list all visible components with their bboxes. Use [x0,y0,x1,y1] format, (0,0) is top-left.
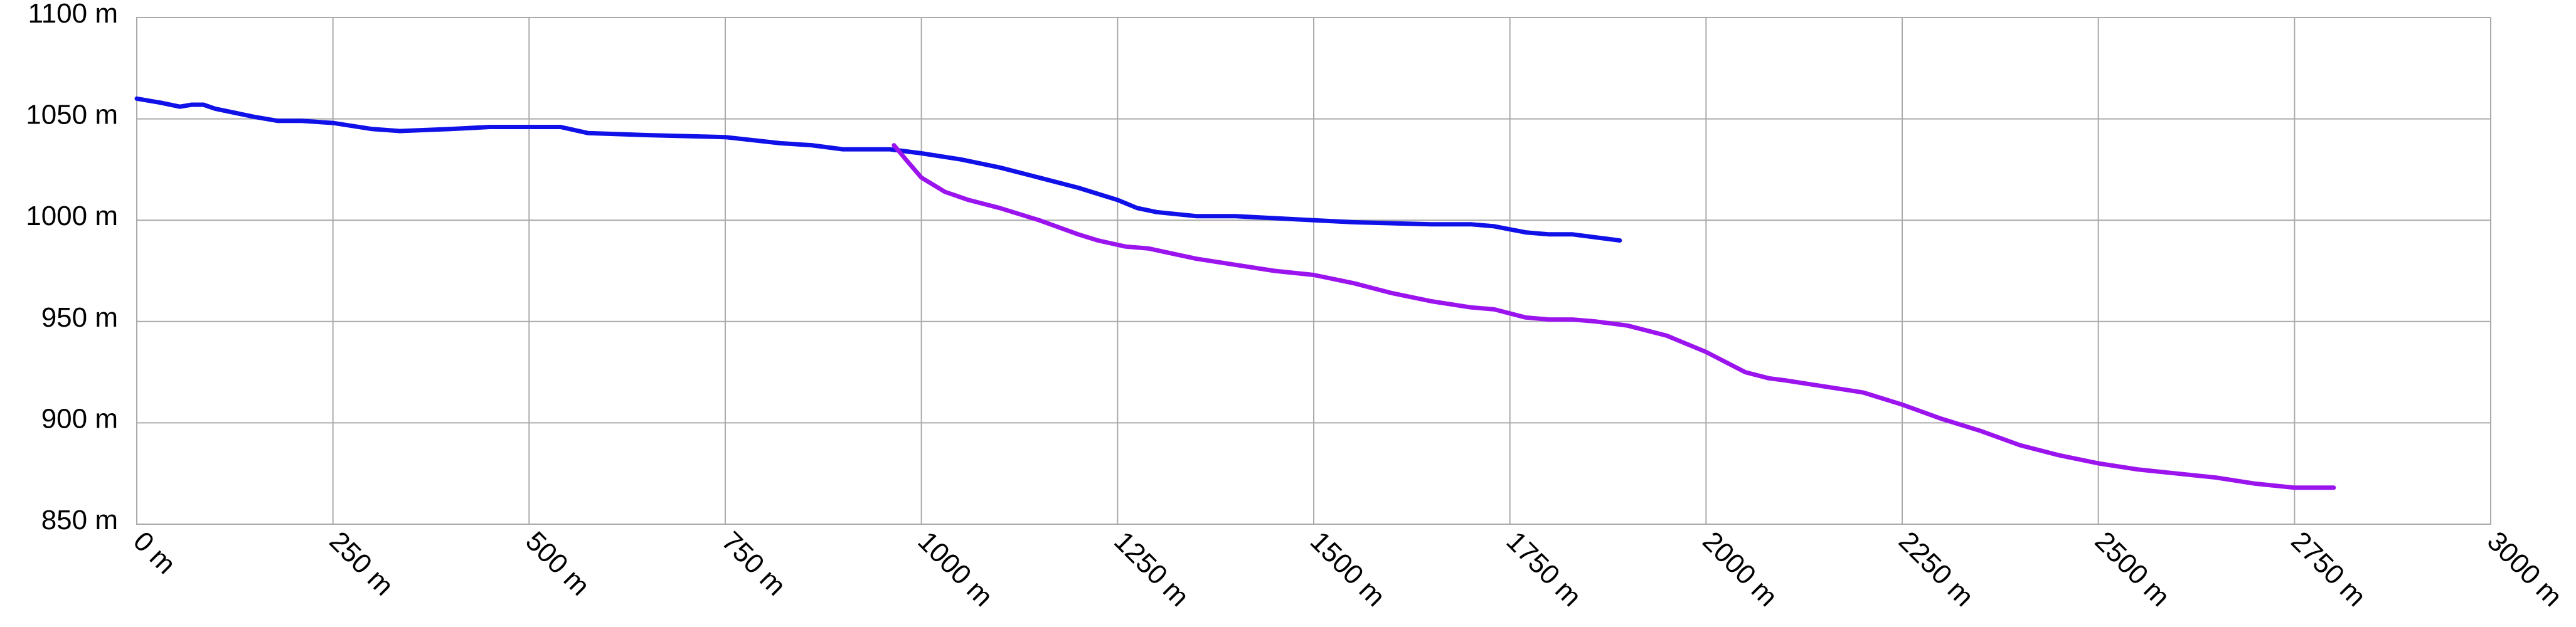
series-line-1 [134,96,1622,243]
x-tick-label: 3000 m [2481,525,2568,612]
y-tick-label: 1100 m [28,0,119,29]
y-tick-label: 950 m [41,302,118,333]
x-tick-label: 1500 m [1304,525,1391,612]
x-tick-label: 750 m [716,525,792,601]
y-tick-label: 1050 m [26,100,118,130]
x-tick-label: 250 m [324,525,400,601]
x-tick-label: 1750 m [1501,525,1587,612]
x-axis-tick-labels: 0 m 250 m 500 m 750 m 1000 m 1250 m 1500 m 1750… [127,525,2568,612]
x-tick-label: 2750 m [2285,525,2371,612]
y-tick-label: 900 m [41,403,118,434]
y-tick-label: 850 m [41,505,118,535]
x-tick-label: 1250 m [1108,525,1195,612]
x-tick-label: 500 m [519,525,595,601]
x-tick-label: 2000 m [1696,525,1783,612]
x-tick-label: 0 m [127,525,182,580]
series-group [134,96,2336,490]
series-line-2 [891,143,2336,490]
y-tick-label: 1000 m [26,201,118,231]
plot-frame [136,17,2491,525]
grid [136,17,2491,525]
x-tick-label: 2250 m [1893,525,1979,612]
x-tick-label: 2500 m [2089,525,2176,612]
x-tick-label: 1000 m [912,525,999,612]
y-axis-tick-labels: 850 m 900 m 950 m 1000 m 1050 m 1100 m [26,0,118,535]
